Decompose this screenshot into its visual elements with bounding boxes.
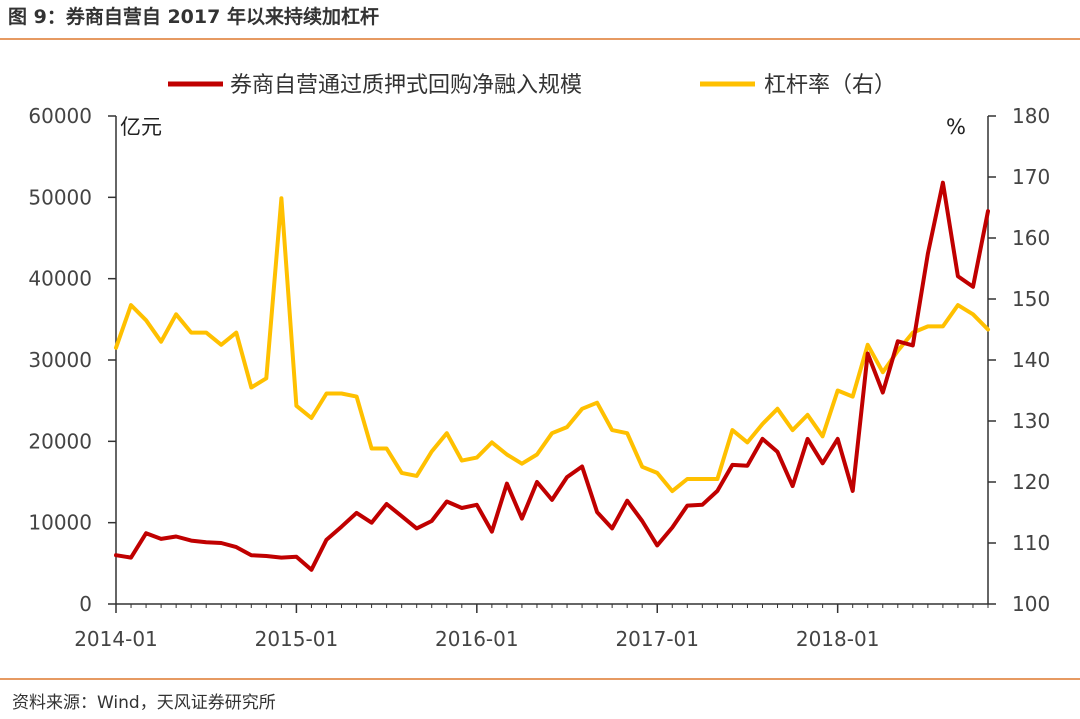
x-tick-label: 2014-01 [74, 627, 158, 651]
bottom-divider [0, 678, 1080, 680]
series-line-net-financing [114, 180, 990, 572]
left-tick-label: 30000 [28, 348, 92, 372]
source-note: 资料来源：Wind，天风证券研究所 [12, 693, 276, 713]
x-tick-label: 2016-01 [435, 627, 519, 651]
right-axis-unit: % [946, 115, 966, 139]
left-tick-label: 10000 [28, 511, 92, 535]
right-tick-label: 130 [1012, 409, 1050, 433]
legend-label-series-2: 杠杆率（右） [764, 73, 896, 98]
left-tick-label: 50000 [28, 185, 92, 209]
left-tick-label: 40000 [28, 267, 92, 291]
series-line-leverage-ratio [114, 196, 990, 494]
series-layer [114, 180, 990, 572]
line-chart: 券商自营通过质押式回购净融入规模 杠杆率（右） 亿元 % 0 10000 20000… [28, 73, 1050, 651]
x-tick-label: 2017-01 [615, 627, 699, 651]
right-tick-label: 150 [1012, 287, 1050, 311]
top-divider [0, 38, 1080, 40]
right-tick-label: 140 [1012, 348, 1050, 372]
left-tick-label: 60000 [28, 104, 92, 128]
figure-title: 图 9：券商自营自 2017 年以来持续加杠杆 [8, 6, 379, 28]
right-tick-label: 100 [1012, 592, 1050, 616]
right-tick-label: 110 [1012, 531, 1050, 555]
x-tick-label: 2018-01 [796, 627, 880, 651]
right-tick-label: 180 [1012, 104, 1050, 128]
right-tick-label: 160 [1012, 226, 1050, 250]
legend-label-series-1: 券商自营通过质押式回购净融入规模 [230, 73, 582, 98]
left-tick-label: 20000 [28, 429, 92, 453]
legend: 券商自营通过质押式回购净融入规模 杠杆率（右） [168, 73, 896, 98]
left-axis-unit: 亿元 [120, 115, 162, 139]
axes: 0 10000 20000 30000 40000 50000 60000 100 110 120… [28, 104, 1050, 651]
right-tick-label: 120 [1012, 470, 1050, 494]
right-tick-label: 170 [1012, 165, 1050, 189]
x-tick-label: 2015-01 [255, 627, 339, 651]
left-tick-label: 0 [79, 592, 92, 616]
